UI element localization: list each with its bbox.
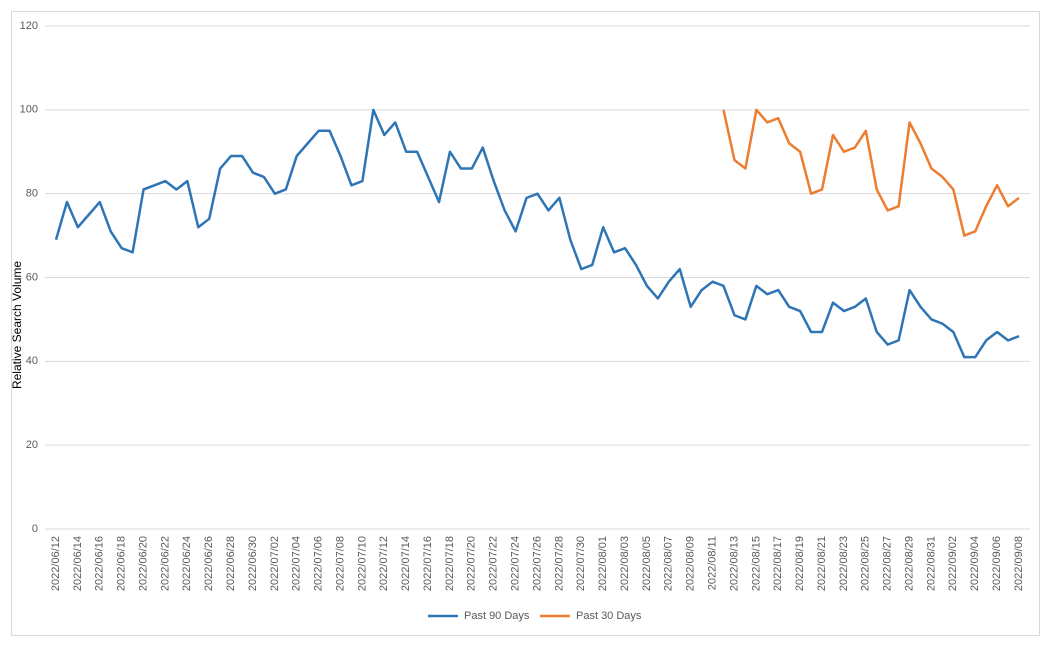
series-line [54,108,1020,359]
legend-label: Past 90 Days [464,610,530,622]
x-tick-label: 2022/08/19 [794,536,806,591]
y-tick-label: 80 [26,188,38,200]
x-tick-label: 2022/07/28 [553,536,565,591]
series-line [722,108,1020,237]
y-tick-label: 20 [26,439,38,451]
y-axis-title: Relative Search Volume [10,261,24,389]
x-tick-label: 2022/08/17 [772,536,784,591]
y-tick-label: 40 [26,355,38,367]
x-tick-label: 2022/06/28 [225,536,237,591]
chart-frame [11,11,1040,636]
x-tick-label: 2022/08/03 [619,536,631,591]
x-tick-label: 2022/07/20 [466,536,478,591]
y-tick-label: 120 [20,20,38,32]
x-tick-label: 2022/08/31 [925,536,937,591]
x-tick-label: 2022/07/12 [378,536,390,591]
x-tick-label: 2022/08/07 [663,536,675,591]
x-tick-label: 2022/07/02 [269,536,281,591]
x-tick-label: 2022/06/24 [181,536,193,591]
x-tick-label: 2022/07/26 [531,536,543,591]
x-tick-label: 2022/08/01 [597,536,609,591]
x-tick-label: 2022/09/08 [1013,536,1025,591]
x-tick-label: 2022/06/12 [50,536,62,591]
x-tick-label: 2022/07/22 [488,536,500,591]
x-tick-label: 2022/08/21 [816,536,828,591]
x-tick-label: 2022/07/30 [575,536,587,591]
x-tick-label: 2022/07/16 [422,536,434,591]
x-tick-label: 2022/09/02 [947,536,959,591]
x-tick-label: 2022/08/05 [641,536,653,591]
x-tick-label: 2022/07/08 [334,536,346,591]
x-tick-label: 2022/08/11 [706,536,718,590]
y-tick-label: 100 [20,104,38,116]
x-tick-label: 2022/07/18 [444,536,456,591]
x-tick-label: 2022/06/26 [203,536,215,591]
x-tick-label: 2022/06/18 [116,536,128,591]
x-tick-label: 2022/09/06 [991,536,1003,591]
x-tick-label: 2022/06/20 [137,536,149,591]
y-tick-label: 60 [26,271,38,283]
x-tick-label: 2022/08/23 [838,536,850,591]
x-tick-label: 2022/08/09 [685,536,697,591]
x-tick-label: 2022/08/27 [882,536,894,591]
x-tick-label: 2022/08/13 [728,536,740,591]
x-tick-label: 2022/07/10 [356,536,368,591]
x-tick-label: 2022/07/04 [291,536,303,591]
x-tick-label: 2022/08/15 [750,536,762,591]
x-tick-label: 2022/07/14 [400,536,412,591]
x-tick-label: 2022/06/14 [72,536,84,591]
x-tick-label: 2022/06/22 [159,536,171,591]
x-tick-label: 2022/06/16 [94,536,106,591]
x-tick-label: 2022/06/30 [247,536,259,591]
x-tick-label: 2022/08/25 [860,536,872,591]
y-tick-label: 0 [32,523,38,535]
x-tick-label: 2022/08/29 [903,536,915,591]
x-tick-label: 2022/09/04 [969,536,981,591]
legend-label: Past 30 Days [576,610,642,622]
x-tick-label: 2022/07/24 [510,536,522,591]
x-tick-label: 2022/07/06 [313,536,325,591]
